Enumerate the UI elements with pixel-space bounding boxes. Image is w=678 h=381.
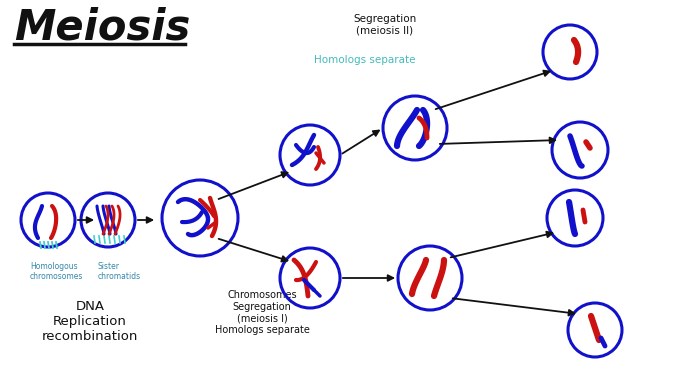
Text: Chromosomes
Segregation
(meiosis I)
Homologs separate: Chromosomes Segregation (meiosis I) Homo… [214, 290, 309, 335]
Text: Homologs separate: Homologs separate [314, 55, 416, 65]
Text: DNA
Replication
recombination: DNA Replication recombination [42, 300, 138, 343]
Text: Homologous
chromosomes: Homologous chromosomes [30, 262, 83, 282]
Text: Segregation
(meiosis II): Segregation (meiosis II) [353, 14, 416, 35]
Text: Meiosis: Meiosis [14, 6, 191, 48]
Text: Sister
chromatids: Sister chromatids [98, 262, 141, 282]
